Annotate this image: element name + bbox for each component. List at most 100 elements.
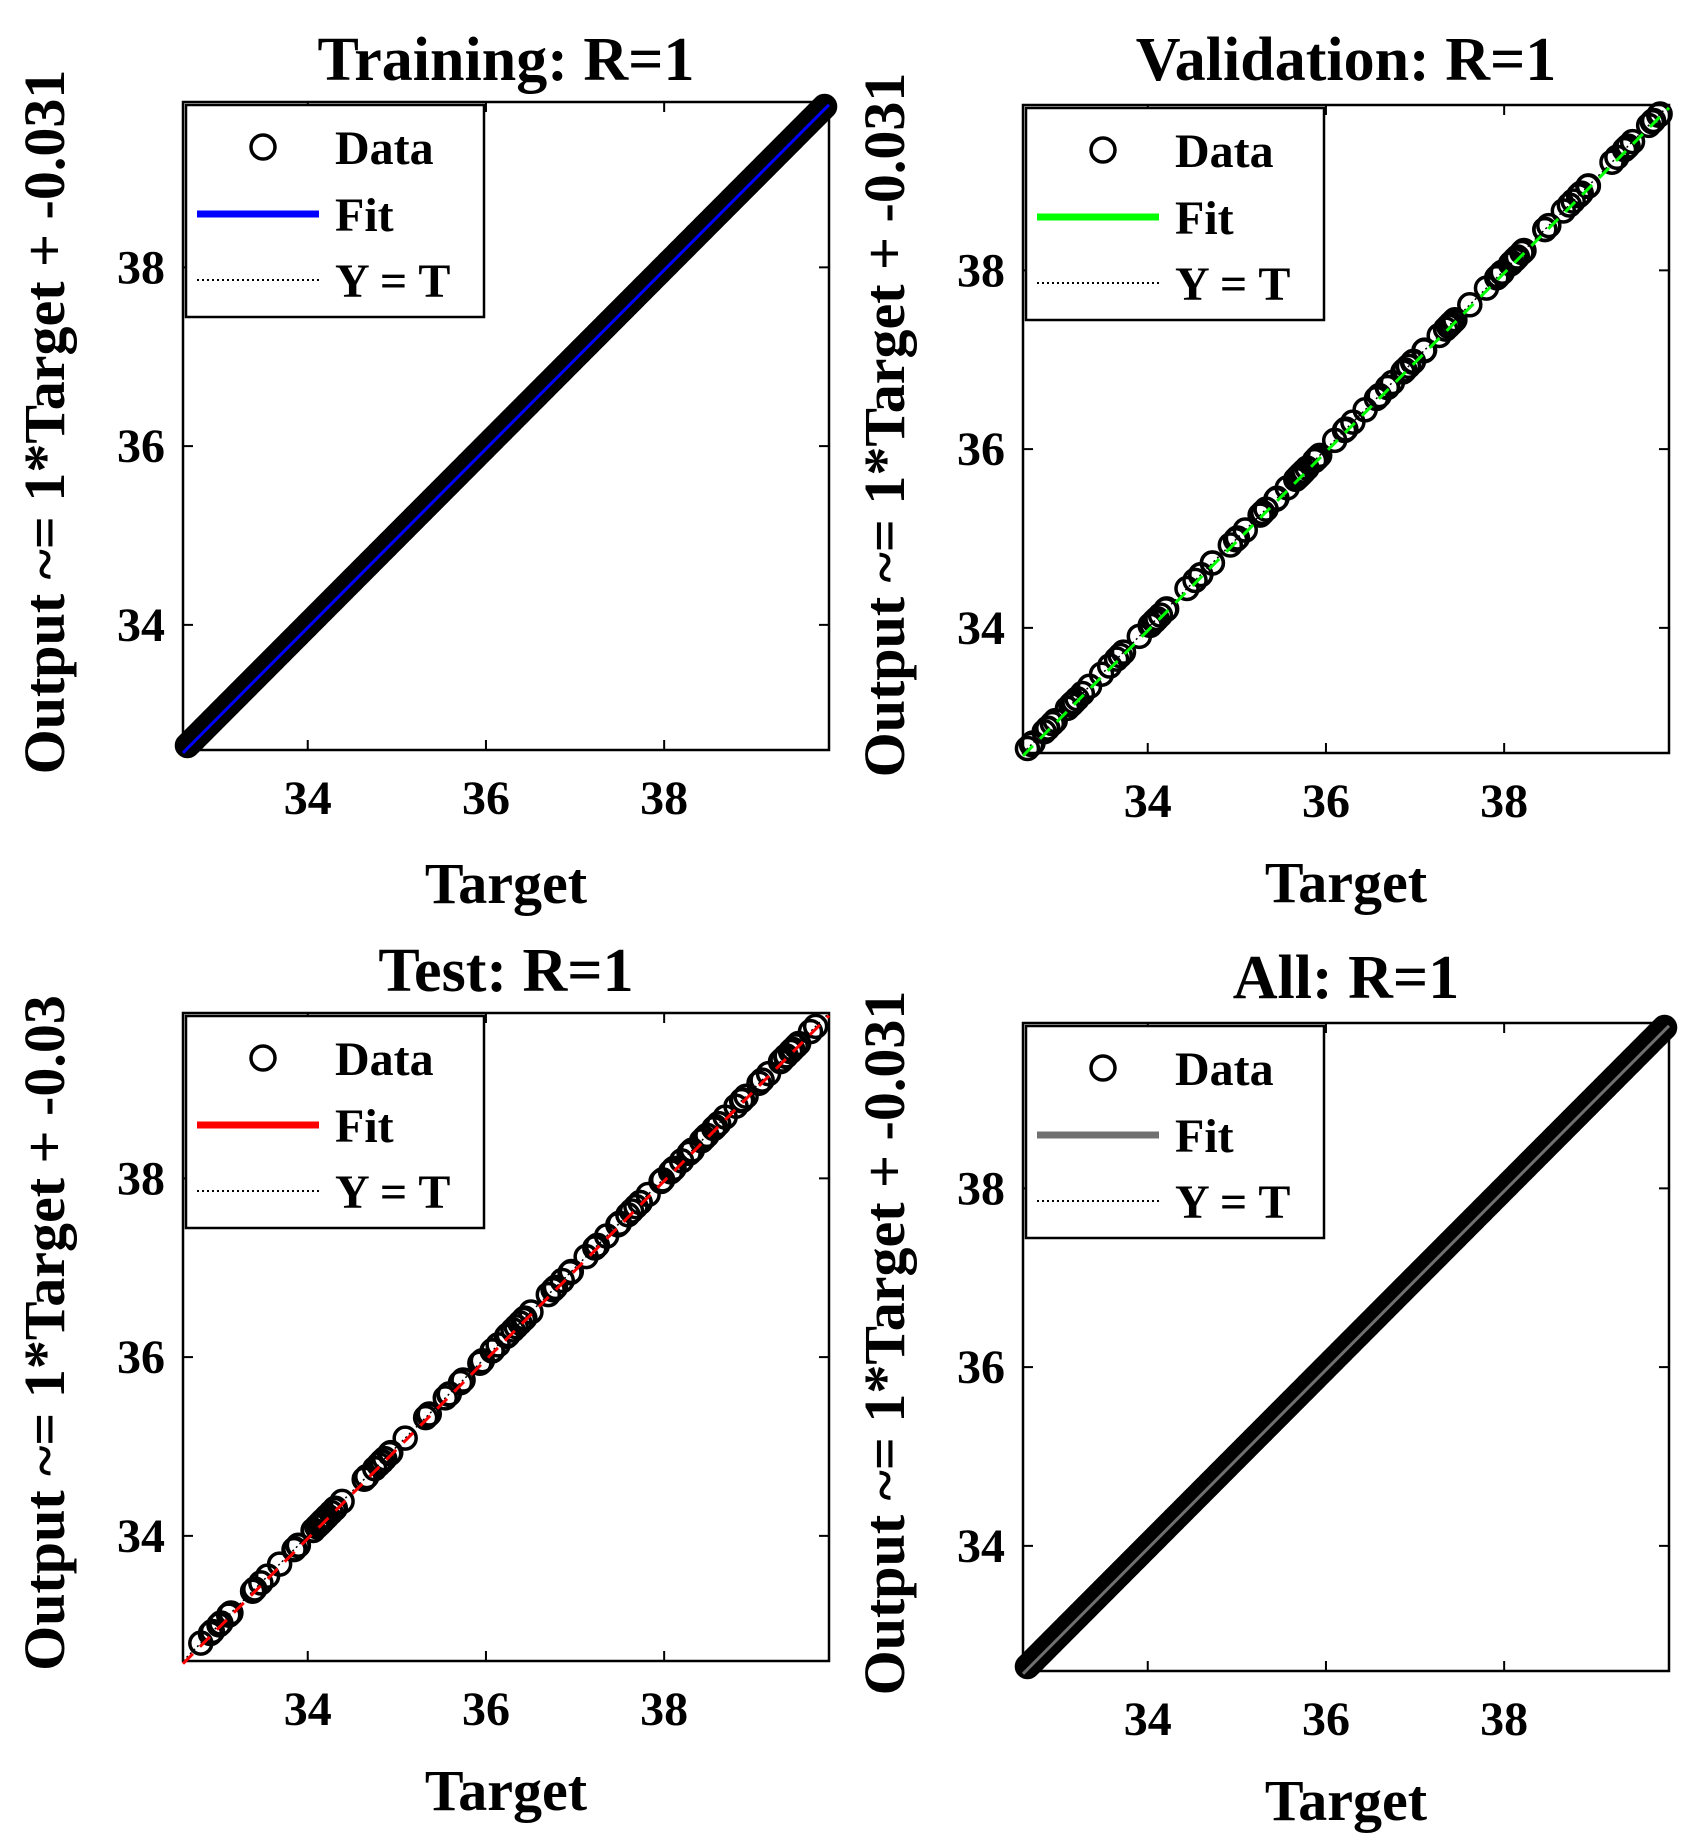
data-point xyxy=(1039,710,1066,737)
y-tick-label: 36 xyxy=(957,423,1005,476)
data-point xyxy=(329,1488,355,1515)
data-point xyxy=(510,1306,537,1333)
y-tick-label: 38 xyxy=(117,1152,165,1205)
panel-title: Test: R=1 xyxy=(378,937,633,1005)
x-tick-label: 38 xyxy=(640,1683,688,1736)
data-point xyxy=(1575,173,1602,199)
data-point xyxy=(1147,602,1174,628)
data-point xyxy=(802,1013,829,1040)
data-point xyxy=(1395,353,1422,380)
data-point xyxy=(1232,517,1259,543)
data-point xyxy=(1301,447,1328,474)
x-tick-label: 38 xyxy=(1480,775,1528,828)
x-tick-label: 34 xyxy=(284,1683,332,1736)
legend-data-label: Data xyxy=(335,1033,434,1086)
data-point xyxy=(1536,212,1562,239)
data-point xyxy=(1374,374,1401,401)
y-tick-label: 34 xyxy=(117,599,165,652)
data-point xyxy=(558,1258,585,1285)
panel-all: All: R=1 Target Output ~= 1*Target + -0.… xyxy=(852,944,1678,1833)
x-tick-label: 34 xyxy=(284,772,332,825)
data-point xyxy=(777,1038,804,1065)
x-tick-label: 38 xyxy=(1480,1693,1528,1746)
data-point xyxy=(306,1511,332,1538)
data-point xyxy=(188,1630,214,1656)
data-point xyxy=(1103,646,1130,672)
data-point xyxy=(623,1193,649,1220)
data-point xyxy=(1306,442,1333,469)
data-point xyxy=(1188,561,1214,588)
legend-ideal-label: Y = T xyxy=(1175,258,1290,311)
y-tick-label: 36 xyxy=(117,420,165,473)
data-point xyxy=(1352,397,1378,423)
data-point xyxy=(1639,109,1666,135)
data-point xyxy=(242,1576,268,1602)
x-tick-label: 36 xyxy=(1302,1693,1350,1746)
data-point xyxy=(1249,499,1276,526)
data-point xyxy=(1014,735,1041,762)
data-point xyxy=(304,1514,330,1540)
data-point xyxy=(1457,292,1483,318)
legend-data-label: Data xyxy=(335,122,434,175)
data-point xyxy=(1253,496,1279,522)
data-point xyxy=(1651,1014,1678,1041)
data-point xyxy=(1174,575,1200,602)
panel-title: Training: R=1 xyxy=(318,26,695,94)
data-point xyxy=(248,1570,274,1596)
data-point xyxy=(416,1401,443,1427)
data-point xyxy=(1391,358,1417,384)
x-tick-label: 36 xyxy=(1302,775,1350,828)
x-axis-label: Target xyxy=(425,1758,588,1823)
y-tick-label: 38 xyxy=(117,241,165,294)
data-point xyxy=(535,1281,562,1308)
data-point xyxy=(1502,246,1529,272)
data-point xyxy=(1432,316,1459,342)
data-point xyxy=(1568,180,1594,206)
panel-title: All: R=1 xyxy=(1233,944,1459,1012)
data-point xyxy=(797,1018,824,1045)
data-point xyxy=(542,1274,569,1301)
data-point xyxy=(1144,605,1170,632)
legend-data-marker xyxy=(1089,1054,1117,1082)
data-point xyxy=(1076,673,1103,700)
data-point xyxy=(208,1610,234,1636)
data-point xyxy=(450,1367,476,1393)
legend-fit-label: Fit xyxy=(1175,192,1234,245)
y-tick-label: 34 xyxy=(957,1520,1005,1573)
plot-area: 34 36 38 34 36 38 xyxy=(957,1014,1678,1746)
data-point xyxy=(772,1043,799,1070)
data-point xyxy=(1366,382,1393,409)
data-point xyxy=(1096,653,1123,679)
data-point xyxy=(1333,416,1359,442)
data-point xyxy=(1217,532,1244,558)
panel-validation: Validation: R=1 Target Output ~= 1*Targe… xyxy=(852,26,1673,915)
data-point xyxy=(1058,692,1084,718)
legend-ideal-label: Y = T xyxy=(1175,1176,1290,1229)
x-axis-label: Target xyxy=(425,851,588,916)
data-point xyxy=(723,1093,749,1120)
data-point xyxy=(1035,715,1061,741)
y-axis-label: Output ~= 1*Target + -0.031 xyxy=(852,991,917,1696)
data-point xyxy=(1511,237,1537,264)
legend-data-marker xyxy=(249,1044,277,1072)
data-point xyxy=(412,1404,439,1431)
plot-area: 34 36 38 34 36 38 xyxy=(957,101,1673,828)
data-point xyxy=(376,1440,403,1467)
data-point xyxy=(676,1140,702,1167)
y-axis-label: Output ~= 1*Target + -0.031 xyxy=(852,73,917,778)
data-point xyxy=(1399,349,1426,375)
y-axis-label: Output ~= 1*Target + -0.03 xyxy=(12,995,77,1671)
y-axis-label: Output ~= 1*Target + -0.031 xyxy=(12,70,77,775)
legend-ideal-label: Y = T xyxy=(335,255,450,308)
legend-data-label: Data xyxy=(1175,125,1274,178)
y-tick-label: 38 xyxy=(957,244,1005,297)
data-point xyxy=(729,1087,756,1113)
data-point xyxy=(1560,188,1586,214)
data-point xyxy=(215,1602,242,1628)
data-point xyxy=(300,1517,327,1543)
legend-fit-label: Fit xyxy=(335,189,394,242)
y-tick-label: 34 xyxy=(957,602,1005,655)
data-point xyxy=(467,1349,494,1376)
data-point xyxy=(691,1125,717,1151)
data-point xyxy=(1435,313,1462,339)
